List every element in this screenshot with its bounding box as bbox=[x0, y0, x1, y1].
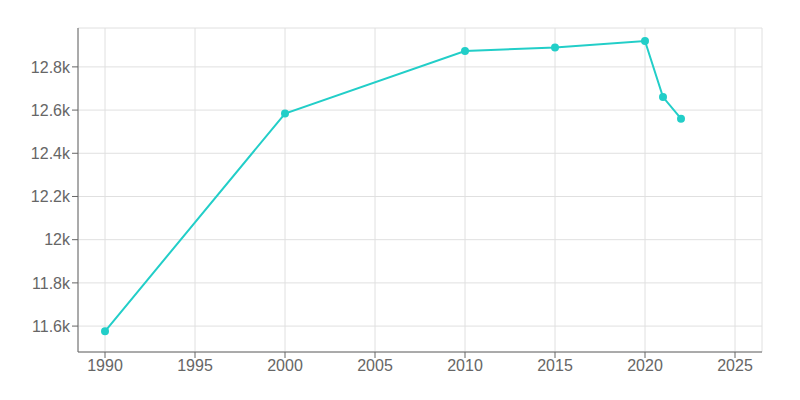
svg-text:2000: 2000 bbox=[267, 357, 303, 374]
svg-text:11.6k: 11.6k bbox=[32, 318, 71, 335]
svg-text:12.8k: 12.8k bbox=[31, 59, 71, 76]
svg-text:1995: 1995 bbox=[177, 357, 213, 374]
svg-text:12.6k: 12.6k bbox=[31, 102, 71, 119]
svg-text:2025: 2025 bbox=[717, 357, 753, 374]
svg-text:11.8k: 11.8k bbox=[32, 275, 71, 292]
svg-text:12.2k: 12.2k bbox=[31, 188, 71, 205]
svg-text:1990: 1990 bbox=[87, 357, 123, 374]
svg-text:12.4k: 12.4k bbox=[31, 145, 71, 162]
svg-text:2020: 2020 bbox=[627, 357, 663, 374]
svg-text:2005: 2005 bbox=[357, 357, 393, 374]
svg-text:12k: 12k bbox=[44, 231, 71, 248]
svg-text:2015: 2015 bbox=[537, 357, 573, 374]
svg-text:2010: 2010 bbox=[447, 357, 483, 374]
